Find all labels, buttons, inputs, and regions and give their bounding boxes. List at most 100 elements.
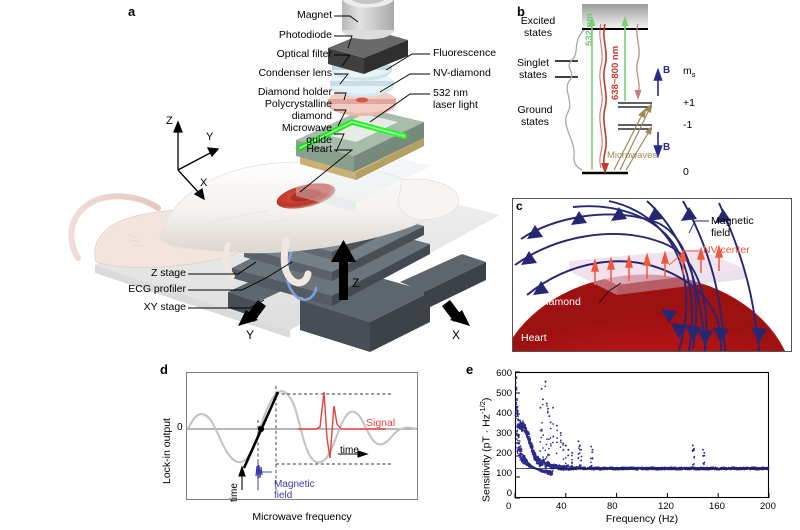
green-excitation-arrows bbox=[588, 16, 629, 170]
axis-label-z-small: Z bbox=[166, 115, 173, 127]
xtick-80: 80 bbox=[607, 501, 618, 512]
panel-c-leader-nv bbox=[668, 250, 699, 266]
xtick-160: 160 bbox=[709, 501, 725, 512]
callout-magnet: Magnet bbox=[296, 9, 332, 21]
callout-heart: Heart bbox=[306, 143, 332, 155]
ms-subscript: s bbox=[691, 70, 696, 80]
label-excited-states: Excited states bbox=[520, 15, 556, 39]
panel-d-plot bbox=[186, 372, 418, 500]
label-magnetic-field: Magnetic field bbox=[711, 215, 754, 239]
label-532nm: 532 nm bbox=[584, 13, 595, 46]
axis-arrow-z bbox=[331, 240, 356, 300]
callout-optical-filter: Optical filter bbox=[276, 48, 332, 60]
panel-d-xlabel: Microwave frequency bbox=[252, 511, 352, 523]
annotation-time-bottom: time bbox=[229, 483, 240, 502]
panel-a: a bbox=[0, 0, 500, 370]
nv-centers bbox=[590, 244, 724, 285]
ytick-600: 600 bbox=[496, 368, 512, 379]
panel-b-label: b bbox=[517, 4, 525, 19]
panel-e-label: e bbox=[466, 362, 474, 377]
label-b-down: B bbox=[663, 142, 671, 153]
callout-photodiode: Photodiode bbox=[278, 29, 332, 41]
panel-d-ytick-zero: 0 bbox=[177, 422, 183, 433]
ytick-300: 300 bbox=[496, 428, 512, 439]
panel-d-label: d bbox=[160, 362, 168, 377]
ms-symbol: m bbox=[683, 65, 692, 77]
label-nv-diamond-c: NV-diamond bbox=[523, 296, 581, 308]
annotation-signal: Signal bbox=[366, 417, 396, 429]
panel-b-diagram bbox=[555, 4, 663, 175]
decay-wave-right bbox=[636, 23, 640, 95]
panel-e-plot bbox=[514, 371, 770, 499]
ytick-200: 200 bbox=[496, 448, 512, 459]
panel-a-label: a bbox=[128, 4, 136, 19]
b-field-arrows bbox=[653, 67, 663, 159]
reference-dashes bbox=[257, 386, 392, 492]
panel-d-ylabel: Lock-in output bbox=[161, 418, 173, 484]
axis-arrow-y bbox=[238, 300, 266, 326]
operating-point bbox=[257, 425, 265, 433]
photodiode-layer bbox=[328, 30, 408, 58]
time-arrow-horizontal bbox=[338, 450, 369, 458]
panel-c-leader-field bbox=[688, 220, 709, 234]
panel-b: b bbox=[500, 0, 800, 195]
singlet-crossing-wave bbox=[565, 29, 585, 171]
axis-label-x-big: X bbox=[452, 328, 461, 342]
callout-ecg-profiler: ECG profiler bbox=[128, 283, 186, 295]
callout-diamond-holder: Diamond holder bbox=[257, 86, 332, 98]
panel-c-diagram bbox=[513, 200, 786, 351]
panel-e-xlabel: Frequency (Hz) bbox=[605, 513, 679, 525]
label-heart-c: Heart bbox=[521, 332, 547, 344]
ytick-500: 500 bbox=[496, 388, 512, 399]
label-microwaves: Microwaves bbox=[607, 150, 658, 161]
callout-polycrystalline-diamond: Polycrystalline diamond bbox=[264, 98, 332, 122]
panel-a-leaders-left bbox=[299, 15, 359, 193]
label-b-up: B bbox=[663, 65, 671, 76]
field-line-arrowheads bbox=[521, 207, 767, 345]
axis-label-y-big: Y bbox=[246, 328, 255, 342]
label-level-minus1: -1 bbox=[683, 119, 693, 131]
callout-z-stage: Z stage bbox=[150, 267, 186, 279]
xtick-120: 120 bbox=[658, 501, 674, 512]
xtick-40: 40 bbox=[556, 501, 567, 512]
callout-nv-diamond: NV-diamond bbox=[433, 67, 491, 79]
axis-triad-small bbox=[173, 120, 220, 201]
time-arrow-vertical bbox=[238, 465, 246, 490]
label-ground-states: Ground states bbox=[517, 104, 553, 128]
xtick-0: 0 bbox=[506, 501, 512, 512]
panel-d: d Lock-in output 0 bbox=[150, 362, 460, 530]
callout-condenser-lens: Condenser lens bbox=[258, 67, 332, 79]
callout-xy-stage: XY stage bbox=[143, 301, 186, 313]
axis-label-y-small: Y bbox=[206, 131, 214, 143]
annotation-magnetic-field: Magnetic field bbox=[274, 479, 315, 501]
callout-microwave-guide: Microwave guide bbox=[281, 122, 332, 146]
axis-label-x-small: X bbox=[200, 177, 208, 189]
panel-a-leaders-right bbox=[369, 53, 430, 123]
panel-e: e Sensitivity (pT · Hz-1/2) 600 500 400 … bbox=[460, 362, 800, 530]
label-singlet-states: Singlet states bbox=[516, 57, 550, 81]
magnetic-field-lines bbox=[514, 200, 760, 351]
panel-c: c Magnetic field NV center NV-diamond He… bbox=[512, 198, 792, 352]
axis-label-z-big: Z bbox=[352, 276, 360, 290]
ytick-100: 100 bbox=[496, 468, 512, 479]
label-level-plus1: +1 bbox=[683, 97, 695, 109]
lockin-curve bbox=[187, 390, 417, 464]
signal-trace bbox=[298, 391, 386, 459]
scatter-points bbox=[514, 376, 770, 476]
label-nv-center: NV center bbox=[703, 244, 750, 256]
ytick-400: 400 bbox=[496, 408, 512, 419]
label-638-800nm: 638~800 nm bbox=[610, 45, 621, 100]
device-stack bbox=[296, 0, 424, 180]
xtick-200: 200 bbox=[760, 501, 776, 512]
ytick-0: 0 bbox=[506, 488, 512, 499]
red-fluorescence-wave bbox=[603, 23, 607, 169]
axis-arrow-x bbox=[442, 300, 470, 326]
annotation-time-right: time bbox=[340, 445, 359, 456]
callout-fluorescence: Fluorescence bbox=[433, 47, 497, 59]
label-level-zero: 0 bbox=[683, 166, 689, 178]
field-modulation bbox=[255, 464, 263, 480]
microwave-arrows bbox=[613, 103, 652, 171]
label-ms: ms bbox=[683, 65, 696, 81]
panel-c-label: c bbox=[516, 199, 523, 213]
